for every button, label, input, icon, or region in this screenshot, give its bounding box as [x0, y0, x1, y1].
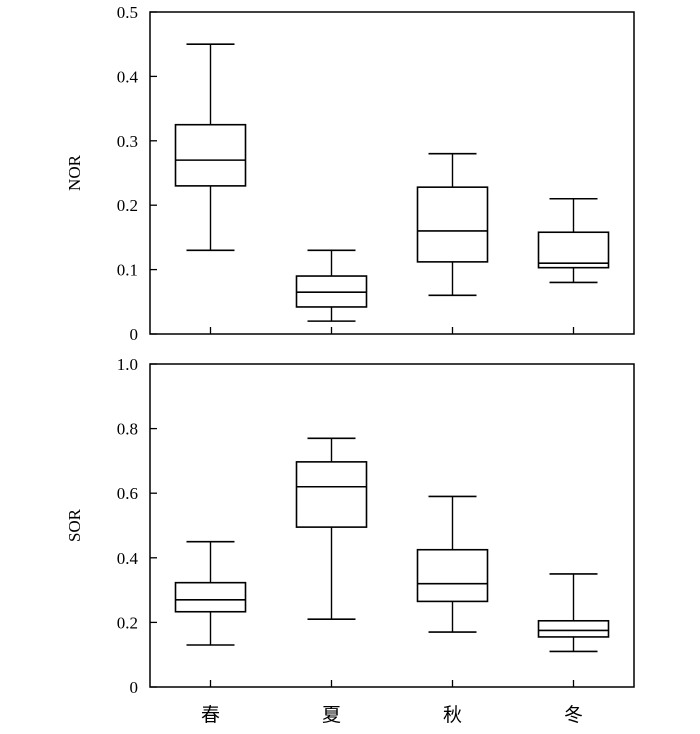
box-冬: [537, 573, 610, 653]
box-夏: [295, 437, 368, 620]
y-tick-label: 0.4: [117, 67, 139, 86]
x-category-label: 冬: [564, 704, 583, 726]
box-秋: [416, 495, 489, 633]
y-axis-label: NOR: [65, 154, 84, 191]
iqr-box: [537, 619, 610, 638]
box-春: [174, 43, 247, 252]
iqr-box: [537, 231, 610, 269]
y-axis-label: SOR: [65, 508, 84, 542]
x-category-label: 春: [201, 704, 220, 726]
y-tick-label: 1.0: [117, 355, 138, 374]
box-春: [174, 540, 247, 646]
box-秋: [416, 152, 489, 297]
y-tick-label: 0.6: [117, 484, 138, 503]
y-tick-label: 0.2: [117, 196, 138, 215]
iqr-box: [416, 548, 489, 603]
y-tick-label: 0.4: [117, 549, 139, 568]
x-category-label: 秋: [443, 704, 462, 726]
panel-sor: 0 0.2 0.4 0.6 0.8 1.0 SOR 春 夏 秋 冬: [65, 355, 635, 726]
plot-frame: [149, 11, 635, 335]
y-tick-label: 0.5: [117, 3, 138, 22]
iqr-box: [174, 123, 247, 187]
plot-frame: [149, 363, 635, 688]
y-tick-label: 0.2: [117, 613, 138, 632]
iqr-box: [416, 186, 489, 263]
y-tick-label: 0.8: [117, 420, 138, 439]
y-tick-label: 0: [130, 678, 139, 697]
iqr-box: [174, 581, 247, 613]
y-tick-label: 0.1: [117, 261, 138, 280]
panel-nor: 0 0.1 0.2 0.3 0.4 0.5 NOR: [65, 3, 635, 344]
iqr-box: [295, 461, 368, 528]
y-tick-label: 0.3: [117, 132, 138, 151]
x-category-label: 夏: [322, 704, 341, 726]
y-tick-label: 0: [130, 325, 139, 344]
box-冬: [537, 197, 610, 284]
box-夏: [295, 249, 368, 322]
